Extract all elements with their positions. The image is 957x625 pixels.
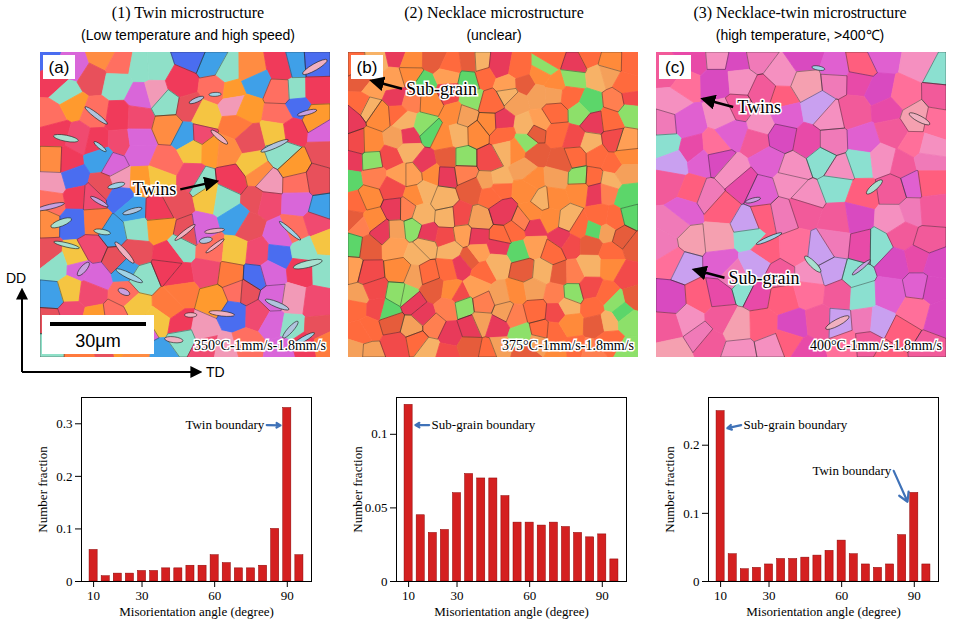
svg-text:30μm: 30μm [75,331,120,351]
svg-text:90: 90 [908,588,921,603]
svg-text:90: 90 [596,588,609,603]
svg-text:Twins: Twins [133,179,177,199]
svg-text:0.05: 0.05 [365,500,388,515]
svg-text:0.2: 0.2 [683,437,699,452]
svg-text:30: 30 [451,588,464,603]
svg-text:30: 30 [763,588,776,603]
svg-text:(high temperature, >400℃): (high temperature, >400℃) [716,27,884,43]
svg-text:Misorientation angle (degree): Misorientation angle (degree) [746,604,901,619]
svg-text:90: 90 [281,588,294,603]
svg-text:30: 30 [136,588,149,603]
svg-text:60: 60 [835,588,848,603]
svg-text:0: 0 [381,574,388,589]
svg-text:(unclear): (unclear) [466,27,521,43]
svg-text:(1) Twin microstructure: (1) Twin microstructure [112,4,264,22]
svg-text:(2) Necklace microstructure: (2) Necklace microstructure [404,4,583,22]
svg-text:Sub-grain: Sub-grain [406,79,477,99]
svg-text:0.1: 0.1 [683,506,699,521]
svg-text:60: 60 [208,588,221,603]
svg-text:400°C-1mm/s-1.8mm/s: 400°C-1mm/s-1.8mm/s [810,338,942,353]
svg-text:Number fraction: Number fraction [350,446,365,533]
svg-text:Sub-grain: Sub-grain [729,268,800,288]
svg-text:Sub-grain boundary: Sub-grain boundary [432,417,536,432]
svg-text:DD: DD [6,270,26,286]
svg-text:(a): (a) [49,58,70,77]
svg-text:(Low temperature and high spee: (Low temperature and high speed) [81,27,295,43]
svg-text:0.2: 0.2 [56,469,72,484]
svg-text:Number fraction: Number fraction [35,446,50,533]
svg-text:Number fraction: Number fraction [662,446,677,533]
svg-text:(b): (b) [357,58,378,77]
svg-text:0.1: 0.1 [371,426,387,441]
svg-text:TD: TD [206,364,225,380]
svg-text:0.3: 0.3 [56,416,72,431]
svg-text:10: 10 [87,588,100,603]
svg-text:Misorientation angle (degree): Misorientation angle (degree) [119,604,274,619]
svg-text:Sub-grain boundary: Sub-grain boundary [744,417,848,432]
svg-text:(3) Necklace-twin microstructu: (3) Necklace-twin microstructure [693,4,906,22]
svg-text:Twin boundary: Twin boundary [185,417,264,432]
svg-text:60: 60 [523,588,536,603]
svg-text:0: 0 [693,574,700,589]
svg-text:10: 10 [714,588,727,603]
svg-text:375°C-1mm/s-1.8mm/s: 375°C-1mm/s-1.8mm/s [502,338,634,353]
svg-text:Twin boundary: Twin boundary [812,463,891,478]
svg-text:0: 0 [66,574,73,589]
svg-text:350°C-1mm/s-1.8mm/s: 350°C-1mm/s-1.8mm/s [194,338,326,353]
svg-text:Twins: Twins [737,97,781,117]
svg-text:(c): (c) [665,58,685,77]
svg-text:Misorientation angle (degree): Misorientation angle (degree) [434,604,589,619]
svg-text:0.1: 0.1 [56,521,72,536]
svg-text:10: 10 [402,588,415,603]
